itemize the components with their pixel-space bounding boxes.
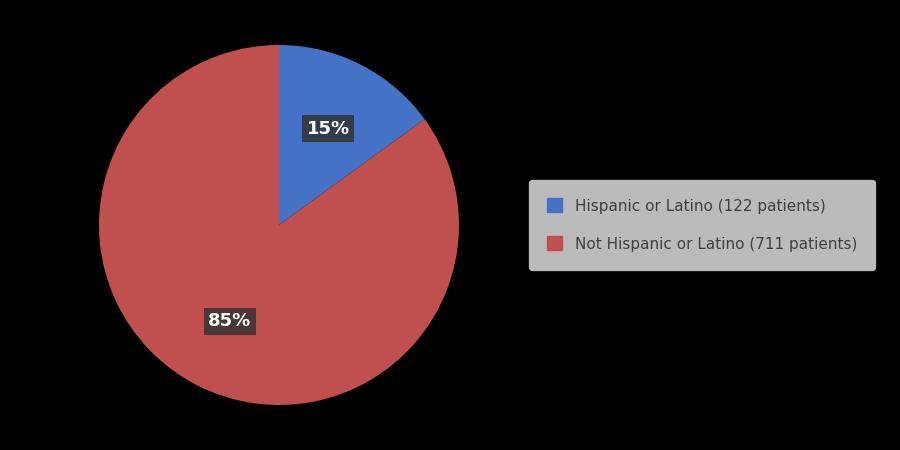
Text: 85%: 85% xyxy=(208,312,252,330)
Wedge shape xyxy=(99,45,459,405)
Legend: Hispanic or Latino (122 patients), Not Hispanic or Latino (711 patients): Hispanic or Latino (122 patients), Not H… xyxy=(528,180,876,270)
Text: 15%: 15% xyxy=(307,120,349,138)
Wedge shape xyxy=(279,45,425,225)
